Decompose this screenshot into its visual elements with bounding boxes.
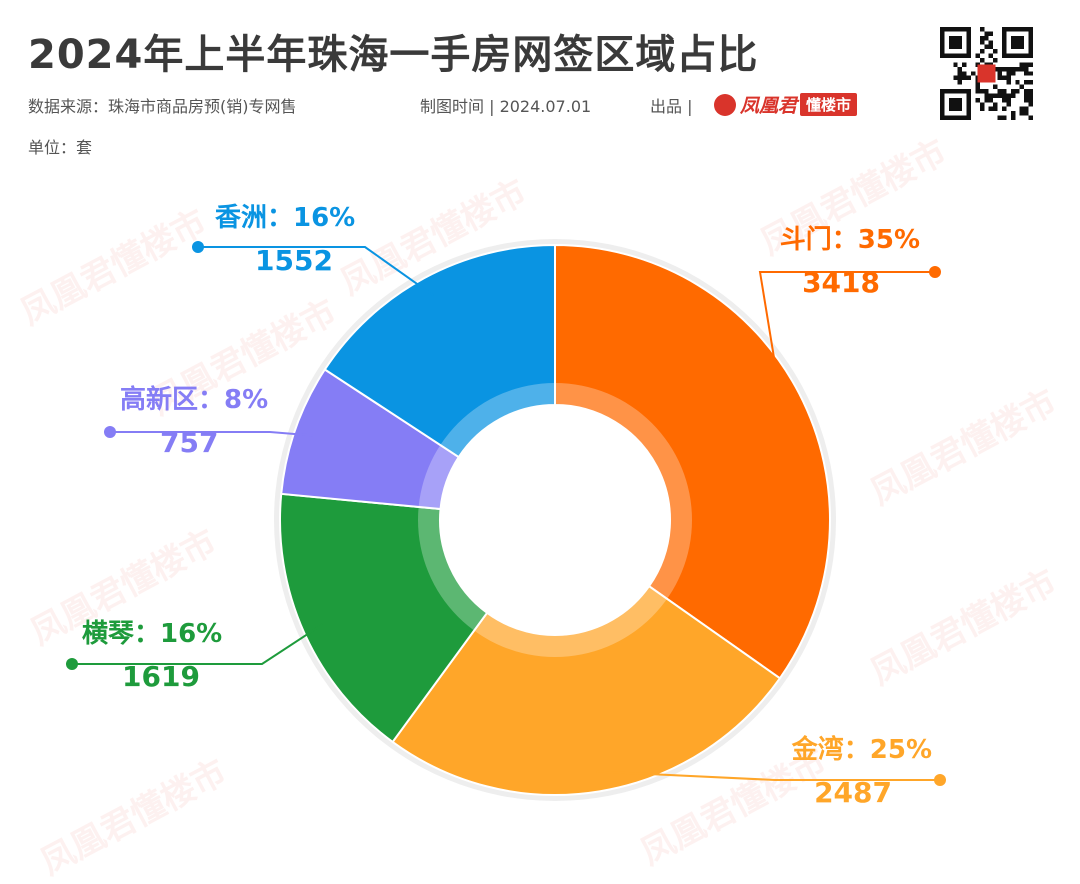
slice-label: 金湾：25% — [791, 734, 932, 765]
slice-value: 1619 — [122, 660, 200, 693]
brand-logo: 凤凰君 懂楼市 — [714, 91, 858, 118]
slice-value: 1552 — [255, 244, 333, 277]
leader-dot — [192, 241, 204, 253]
unit-label: 单位：套 — [28, 138, 93, 157]
leader-dot — [104, 426, 116, 438]
slice-value: 2487 — [814, 776, 892, 809]
slice-label: 香洲：16% — [215, 203, 355, 233]
leader-dot — [929, 266, 941, 278]
slice-value: 3418 — [802, 266, 880, 299]
slice-value: 757 — [160, 426, 218, 459]
leader-line — [198, 246, 435, 297]
qr-code-icon — [940, 27, 1033, 120]
producer-label: 出品 | — [650, 97, 693, 116]
brand-tag: 懂楼市 — [800, 93, 858, 116]
slice-label: 横琴：16% — [82, 619, 222, 649]
chart-date: 制图时间 | 2024.07.01 — [420, 97, 592, 116]
leader-dot — [66, 658, 78, 670]
leader-line — [758, 271, 935, 403]
chart-title: 2024年上半年珠海一手房网签区域占比 — [28, 32, 759, 78]
leader-line — [596, 770, 940, 781]
leader-dot — [934, 774, 946, 786]
brand-name: 凤凰君 — [740, 95, 798, 117]
data-source: 数据来源：珠海市商品房预(销)专网售 — [28, 97, 297, 116]
fire-logo-icon — [714, 93, 736, 116]
leader-line — [72, 623, 323, 665]
slice-label: 斗门：35% — [780, 225, 920, 255]
leader-line — [110, 431, 315, 437]
donut-hole — [440, 405, 670, 635]
slice-label: 高新区：8% — [120, 384, 268, 415]
